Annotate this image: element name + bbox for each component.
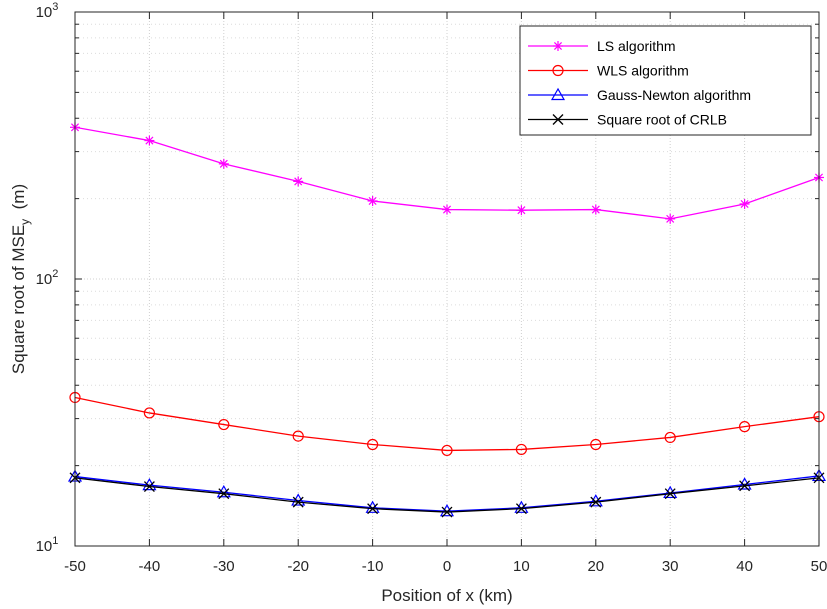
y-axis-label-subscript: y xyxy=(18,219,32,225)
x-tick-label: -30 xyxy=(213,558,235,575)
circle-marker xyxy=(218,418,230,431)
legend-item: Gauss-Newton algorithm xyxy=(528,87,751,103)
triangle-marker xyxy=(663,485,678,499)
y-axis-label-unit: (m) xyxy=(9,184,28,219)
y-tick-label: 103 xyxy=(36,1,59,21)
series-layer xyxy=(67,122,827,518)
triangle-marker xyxy=(588,494,603,507)
x-tick-label: -20 xyxy=(287,558,309,575)
asterisk-marker xyxy=(516,205,527,216)
x-marker xyxy=(143,481,155,492)
legend-item: LS algorithm xyxy=(528,38,676,54)
x-marker xyxy=(515,503,527,515)
x-marker xyxy=(218,488,230,500)
triangle-marker xyxy=(439,503,455,517)
legend: LS algorithm WLS algorithm Gauss-Newton al… xyxy=(519,25,812,136)
asterisk-marker xyxy=(665,213,676,224)
x-tick-label: 40 xyxy=(736,558,753,575)
asterisk-marker xyxy=(367,195,378,206)
x-marker xyxy=(590,496,602,508)
triangle-marker xyxy=(365,500,380,513)
asterisk-marker xyxy=(739,198,750,209)
circle-marker xyxy=(292,430,304,442)
x-axis-label: Position of x (km) xyxy=(381,586,512,605)
asterisk-marker xyxy=(553,41,563,51)
x-marker xyxy=(367,503,379,515)
x-tick-label: 0 xyxy=(443,558,451,575)
y-axis-label: Square root of MSEy (m) xyxy=(9,184,32,374)
asterisk-marker xyxy=(293,176,304,187)
x-marker xyxy=(292,496,304,508)
y-tick-label: 101 xyxy=(36,535,59,555)
x-tick-label: 10 xyxy=(513,558,530,575)
circle-marker xyxy=(738,421,751,433)
x-tick-label: -40 xyxy=(139,558,161,575)
y-tick-label-base: 10 xyxy=(36,271,53,288)
y-tick-label-base: 10 xyxy=(36,538,53,555)
triangle-marker xyxy=(514,500,529,513)
legend-item: Square root of CRLB xyxy=(528,112,727,128)
series-ls-algorithm xyxy=(70,122,824,224)
series-line xyxy=(74,396,820,452)
y-tick-label-exponent: 1 xyxy=(52,535,58,547)
x-tick-label: 50 xyxy=(811,558,827,575)
y-tick-label-exponent: 2 xyxy=(52,268,58,280)
legend-label: Gauss-Newton algorithm xyxy=(597,87,751,103)
x-tick-label: -10 xyxy=(362,558,384,575)
x-tick-label: -50 xyxy=(64,558,86,575)
x-tick-label: 30 xyxy=(662,558,679,575)
legend-label: WLS algorithm xyxy=(597,63,689,79)
asterisk-marker xyxy=(590,204,601,215)
asterisk-marker xyxy=(144,135,155,146)
x-marker xyxy=(739,480,751,492)
circle-marker xyxy=(367,438,379,451)
x-marker xyxy=(552,114,564,125)
legend-item: WLS algorithm xyxy=(528,63,689,79)
asterisk-marker xyxy=(218,158,229,169)
x-marker xyxy=(441,506,453,518)
circle-marker xyxy=(441,444,453,457)
y-tick-label-base: 10 xyxy=(36,4,53,21)
circle-marker xyxy=(515,443,528,456)
y-tick-label-exponent: 3 xyxy=(52,1,58,13)
x-tick-label: 20 xyxy=(587,558,604,575)
legend-label: Square root of CRLB xyxy=(597,112,727,128)
legend-label: LS algorithm xyxy=(597,38,676,54)
legend-box xyxy=(519,25,812,136)
y-axis-label-main: Square root of MSE xyxy=(9,225,28,374)
circle-marker xyxy=(143,407,155,419)
circle-marker xyxy=(590,438,602,451)
circle-marker xyxy=(664,431,676,444)
triangle-marker xyxy=(550,87,566,101)
circle-marker xyxy=(552,64,564,77)
asterisk-marker xyxy=(442,204,452,215)
x-marker xyxy=(664,488,676,500)
y-tick-label: 102 xyxy=(36,268,59,288)
